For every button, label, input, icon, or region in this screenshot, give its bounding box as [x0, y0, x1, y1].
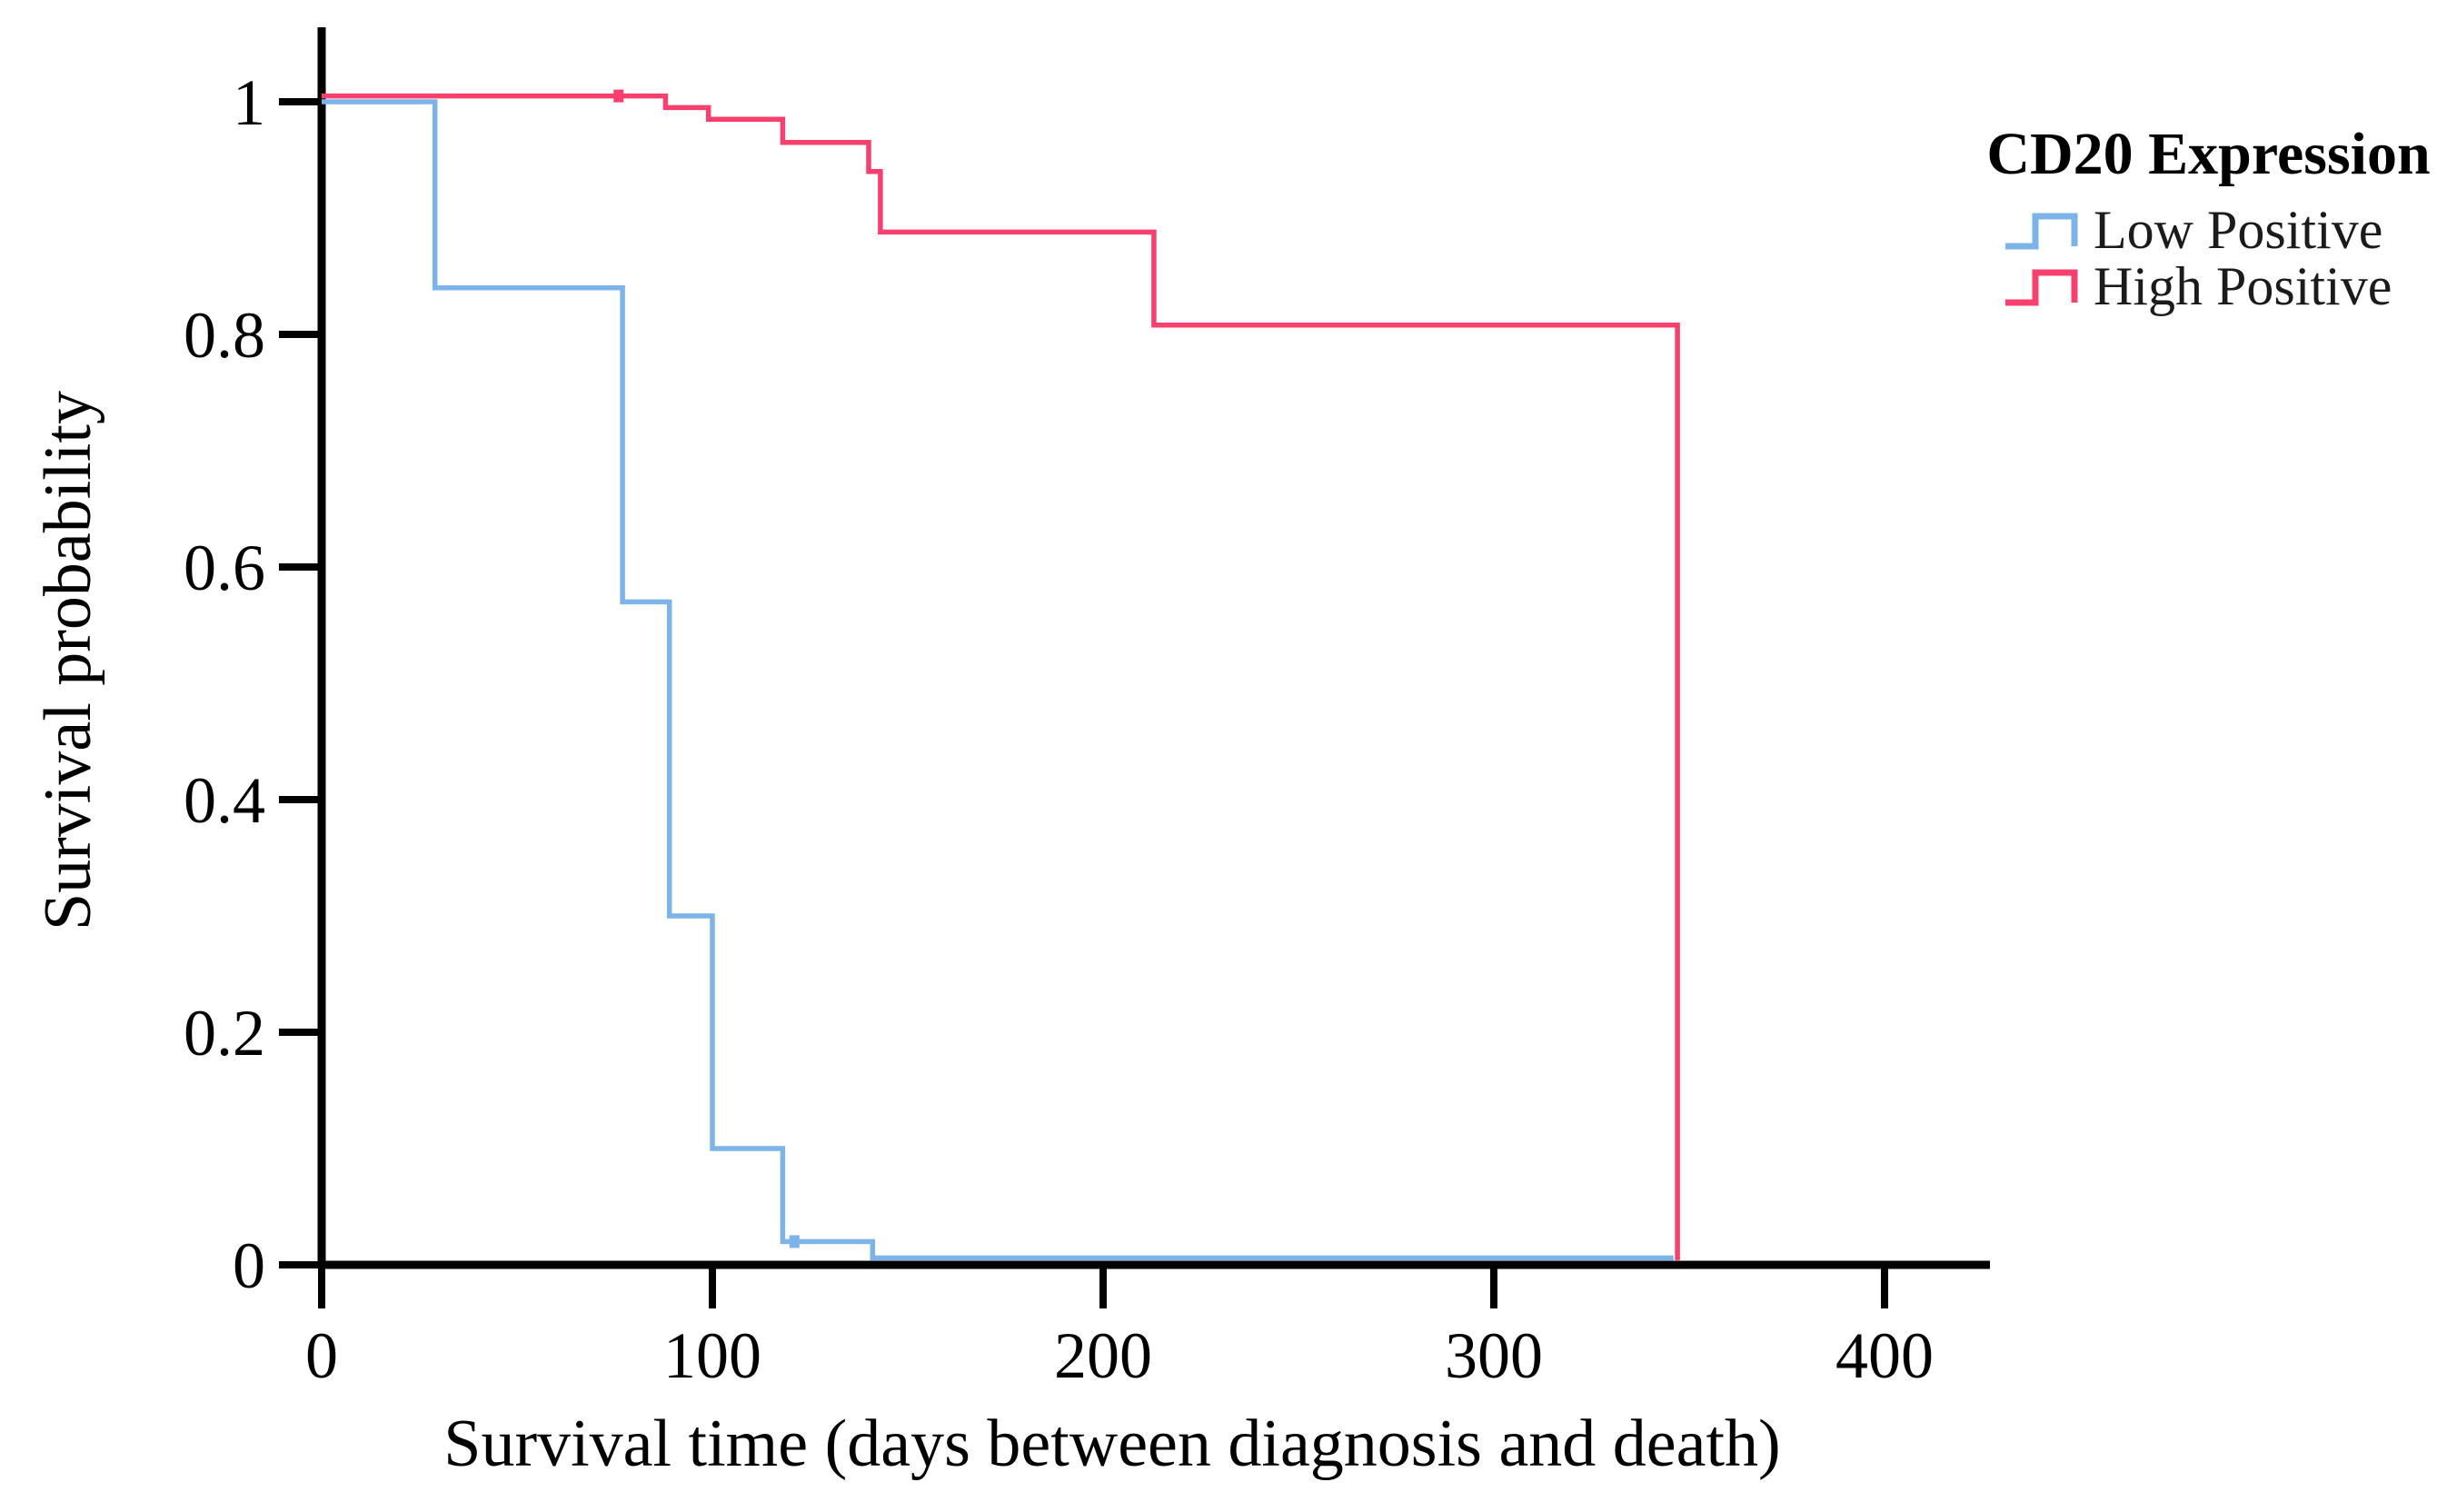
y-tick-label: 0.8	[184, 299, 265, 372]
high-positive-step-icon	[2005, 269, 2078, 306]
series-line-low-positive	[322, 99, 1674, 1261]
x-tick-label: 300	[1445, 1319, 1543, 1392]
x-tick-label: 100	[663, 1319, 761, 1392]
x-tick-label: 200	[1054, 1319, 1152, 1392]
y-axis-title: Survival probability	[31, 391, 105, 930]
y-tick-label: 0.6	[184, 532, 265, 604]
x-tick-label: 0	[305, 1319, 338, 1392]
series-line-high-positive	[322, 93, 1680, 1260]
legend-entry-low-positive: Low Positive	[1970, 200, 2447, 260]
low-positive-step-icon	[2005, 213, 2078, 250]
legend-entry-high-positive: High Positive	[1970, 256, 2447, 316]
y-tick-label: 0.4	[184, 764, 265, 837]
y-tick-label: 0	[233, 1229, 265, 1302]
y-tick-label: 0.2	[184, 997, 265, 1069]
legend-label-low-positive: Low Positive	[2094, 199, 2383, 260]
x-axis-title: Survival time (days between diagnosis an…	[443, 1407, 1781, 1481]
x-tick-label: 400	[1835, 1319, 1934, 1392]
legend-label-high-positive: High Positive	[2094, 255, 2392, 316]
legend: CD20 Expression Low Positive High Positi…	[1970, 120, 2447, 316]
legend-title: CD20 Expression	[1986, 121, 2431, 187]
censor-mark-high-positive	[613, 89, 624, 103]
y-tick-label: 1	[233, 66, 265, 139]
censor-mark-low-positive	[789, 1235, 800, 1248]
